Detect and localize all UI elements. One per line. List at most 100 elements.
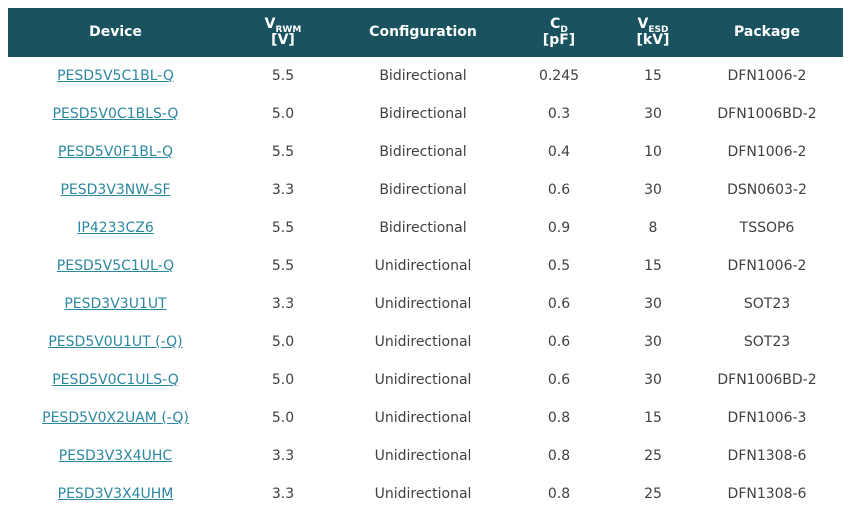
vrwm-cell: 5.5: [223, 247, 343, 285]
package-cell: DFN1006-3: [691, 399, 843, 437]
package-cell: SOT23: [691, 285, 843, 323]
device-cell: PESD5V5C1BL-Q: [8, 57, 223, 95]
vrwm-cell: 5.0: [223, 323, 343, 361]
table-row: IP4233CZ6 5.5 Bidirectional 0.9 8 TSSOP6: [8, 209, 843, 247]
vrwm-cell: 5.5: [223, 133, 343, 171]
table-row: PESD5V5C1UL-Q 5.5 Unidirectional 0.5 15 DFN10…: [8, 247, 843, 285]
package-cell: DFN1006BD-2: [691, 361, 843, 399]
package-cell: DFN1006-2: [691, 247, 843, 285]
configuration-cell: Unidirectional: [343, 285, 503, 323]
device-link[interactable]: PESD3V3X4UHM: [57, 486, 174, 502]
package-cell: DFN1308-6: [691, 437, 843, 475]
device-link[interactable]: PESD5V0F1BL-Q: [57, 144, 174, 160]
vrwm-cell: 5.5: [223, 57, 343, 95]
table-header-row: Device VRWM [V] Configuration CD [pF] VE…: [8, 8, 843, 57]
device-cell: PESD3V3U1UT: [8, 285, 223, 323]
configuration-cell: Unidirectional: [343, 475, 503, 513]
cd-cell: 0.245: [503, 57, 615, 95]
table-row: PESD3V3X4UHM 3.3 Unidirectional 0.8 25 DFN130…: [8, 475, 843, 513]
vesd-cell: 30: [615, 171, 691, 209]
vrwm-cell: 3.3: [223, 437, 343, 475]
vrwm-cell: 5.5: [223, 209, 343, 247]
configuration-cell: Unidirectional: [343, 247, 503, 285]
device-cell: PESD3V3NW-SF: [8, 171, 223, 209]
cd-cell: 0.6: [503, 285, 615, 323]
table-row: PESD3V3U1UT 3.3 Unidirectional 0.6 30 SOT23: [8, 285, 843, 323]
col-header-vesd: VESD [kV]: [615, 8, 691, 57]
device-link[interactable]: PESD5V0X2UAM (-Q): [42, 410, 189, 426]
device-cell: PESD5V0U1UT (-Q): [8, 323, 223, 361]
device-cell: PESD3V3X4UHM: [8, 475, 223, 513]
device-link[interactable]: PESD5V5C1BL-Q: [57, 68, 174, 84]
table-row: PESD5V0U1UT (-Q) 5.0 Unidirectional 0.6 30 SO…: [8, 323, 843, 361]
vesd-cell: 30: [615, 285, 691, 323]
device-cell: PESD5V0X2UAM (-Q): [8, 399, 223, 437]
vesd-cell: 25: [615, 475, 691, 513]
cd-cell: 0.3: [503, 95, 615, 133]
table-row: PESD5V0X2UAM (-Q) 5.0 Unidirectional 0.8 15 D…: [8, 399, 843, 437]
device-cell: PESD3V3X4UHC: [8, 437, 223, 475]
package-cell: TSSOP6: [691, 209, 843, 247]
cd-cell: 0.8: [503, 475, 615, 513]
configuration-cell: Unidirectional: [343, 361, 503, 399]
package-cell: DFN1006-2: [691, 57, 843, 95]
cd-cell: 0.8: [503, 399, 615, 437]
package-cell: DSN0603-2: [691, 171, 843, 209]
vrwm-cell: 5.0: [223, 361, 343, 399]
vesd-cell: 10: [615, 133, 691, 171]
vrwm-cell: 3.3: [223, 171, 343, 209]
configuration-cell: Unidirectional: [343, 437, 503, 475]
configuration-cell: Bidirectional: [343, 57, 503, 95]
device-link[interactable]: PESD5V0C1ULS-Q: [52, 372, 179, 388]
table-row: PESD5V0C1BLS-Q 5.0 Bidirectional 0.3 30 DFN10…: [8, 95, 843, 133]
configuration-cell: Bidirectional: [343, 95, 503, 133]
device-cell: PESD5V0F1BL-Q: [8, 133, 223, 171]
device-link[interactable]: PESD3V3U1UT: [64, 296, 167, 312]
configuration-cell: Bidirectional: [343, 171, 503, 209]
col-header-configuration: Configuration: [343, 8, 503, 57]
vesd-cell: 30: [615, 95, 691, 133]
configuration-cell: Unidirectional: [343, 399, 503, 437]
cd-cell: 0.9: [503, 209, 615, 247]
vesd-cell: 15: [615, 399, 691, 437]
col-header-cd: CD [pF]: [503, 8, 615, 57]
cd-cell: 0.6: [503, 361, 615, 399]
device-link[interactable]: PESD3V3NW-SF: [60, 182, 171, 198]
device-cell: PESD5V0C1BLS-Q: [8, 95, 223, 133]
cd-cell: 0.8: [503, 437, 615, 475]
cd-cell: 0.4: [503, 133, 615, 171]
table-row: PESD5V0C1ULS-Q 5.0 Unidirectional 0.6 30 DFN1…: [8, 361, 843, 399]
device-link[interactable]: IP4233CZ6: [77, 220, 154, 236]
cd-cell: 0.6: [503, 323, 615, 361]
configuration-cell: Bidirectional: [343, 133, 503, 171]
col-header-package: Package: [691, 8, 843, 57]
cd-cell: 0.6: [503, 171, 615, 209]
configuration-cell: Bidirectional: [343, 209, 503, 247]
device-link[interactable]: PESD3V3X4UHC: [58, 448, 173, 464]
device-link[interactable]: PESD5V0C1BLS-Q: [52, 106, 179, 122]
vesd-cell: 15: [615, 247, 691, 285]
table-body: PESD5V5C1BL-Q 5.5 Bidirectional 0.245 15 DFN1…: [8, 57, 843, 513]
table-row: PESD5V5C1BL-Q 5.5 Bidirectional 0.245 15 DFN1…: [8, 57, 843, 95]
device-link[interactable]: PESD5V5C1UL-Q: [56, 258, 175, 274]
vrwm-cell: 5.0: [223, 95, 343, 133]
device-cell: IP4233CZ6: [8, 209, 223, 247]
package-cell: SOT23: [691, 323, 843, 361]
configuration-cell: Unidirectional: [343, 323, 503, 361]
device-link[interactable]: PESD5V0U1UT (-Q): [48, 334, 183, 350]
col-header-device: Device: [8, 8, 223, 57]
vrwm-cell: 5.0: [223, 399, 343, 437]
vesd-cell: 15: [615, 57, 691, 95]
package-cell: DFN1006BD-2: [691, 95, 843, 133]
vrwm-cell: 3.3: [223, 475, 343, 513]
cd-cell: 0.5: [503, 247, 615, 285]
table-row: PESD3V3X4UHC 3.3 Unidirectional 0.8 25 DFN130…: [8, 437, 843, 475]
package-cell: DFN1006-2: [691, 133, 843, 171]
vesd-cell: 8: [615, 209, 691, 247]
table-row: PESD3V3NW-SF 3.3 Bidirectional 0.6 30 DSN0603…: [8, 171, 843, 209]
device-cell: PESD5V5C1UL-Q: [8, 247, 223, 285]
device-cell: PESD5V0C1ULS-Q: [8, 361, 223, 399]
table-row: PESD5V0F1BL-Q 5.5 Bidirectional 0.4 10 DFN100…: [8, 133, 843, 171]
vrwm-cell: 3.3: [223, 285, 343, 323]
